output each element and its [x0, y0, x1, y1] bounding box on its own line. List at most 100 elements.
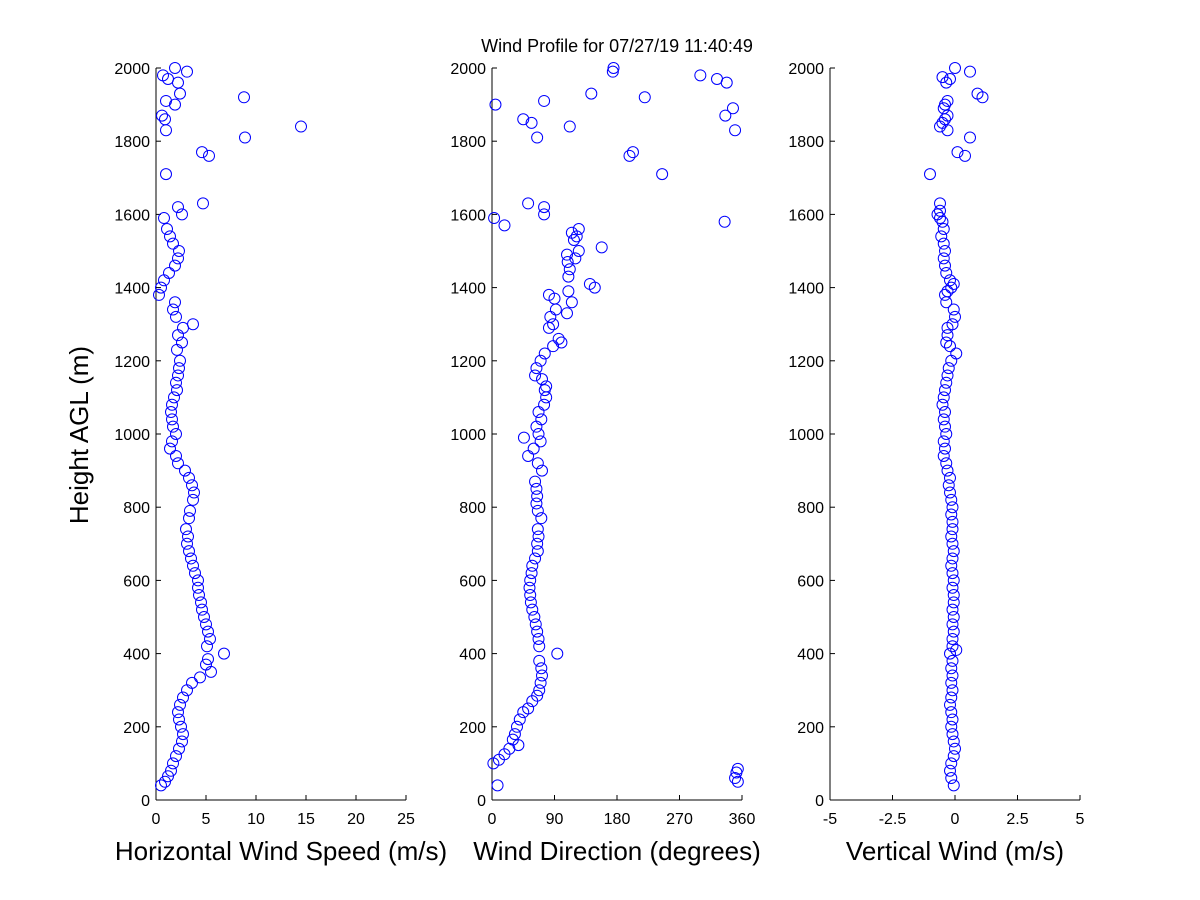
panel-2: 0 200 400 600 800 1000 1200 1400 1600 1800 2000 0 90…	[450, 61, 760, 866]
data-point	[946, 567, 959, 580]
data-point	[595, 241, 608, 254]
data-point	[169, 62, 181, 74]
y-tick-label: 800	[459, 500, 486, 517]
data-point	[944, 72, 956, 85]
data-point	[549, 303, 562, 316]
data-point	[525, 567, 538, 580]
data-point	[638, 91, 651, 104]
data-point	[533, 684, 546, 697]
data-point	[565, 226, 578, 239]
data-point	[534, 354, 547, 367]
data-point	[555, 336, 568, 349]
data-point	[931, 208, 944, 221]
data-point	[540, 391, 553, 404]
data-point	[172, 706, 184, 719]
data-point	[528, 611, 541, 623]
data-point	[204, 632, 216, 645]
data-point	[531, 537, 544, 550]
data-point	[491, 779, 504, 792]
data-point	[542, 288, 555, 301]
data-point	[567, 234, 580, 247]
data-point	[949, 310, 961, 323]
data-point	[181, 537, 193, 550]
y-tick-label: 400	[123, 647, 150, 664]
data-point	[155, 779, 167, 792]
data-point	[565, 296, 578, 309]
data-point	[939, 406, 951, 419]
data-point	[164, 442, 176, 455]
data-point	[924, 168, 936, 181]
data-point	[944, 486, 956, 499]
data-point	[945, 706, 958, 719]
y-tick-label: 1200	[114, 354, 150, 371]
y-tick-label: 1600	[450, 207, 486, 224]
y-tick-label: 800	[797, 500, 824, 517]
data-point	[711, 72, 723, 85]
data-point	[941, 329, 954, 342]
data-point	[155, 281, 167, 294]
data-point	[156, 109, 168, 122]
data-point	[563, 120, 576, 133]
data-point	[531, 504, 544, 517]
y-tick-label: 2000	[450, 61, 486, 78]
data-point	[529, 475, 542, 488]
data-point	[940, 266, 953, 279]
x-tick-label: 25	[397, 811, 415, 828]
data-point	[184, 504, 196, 517]
panel-3: 0 200 400 600 800 1000 1200 1400 1600 1800 2000 -5 -…	[788, 61, 1084, 866]
x-tick-label: 5	[1076, 811, 1085, 828]
y-tick-label: 2000	[114, 61, 150, 78]
data-point	[561, 248, 573, 261]
data-point	[193, 589, 205, 602]
y-tick-label: 0	[477, 793, 486, 810]
data-point	[170, 449, 182, 462]
data-point	[947, 545, 960, 558]
data-point	[531, 457, 544, 470]
data-point	[176, 735, 188, 748]
data-point	[527, 442, 540, 455]
data-point	[177, 691, 189, 704]
data-point	[944, 274, 956, 287]
data-point	[935, 230, 948, 243]
data-point	[946, 552, 959, 565]
data-point	[572, 245, 585, 257]
data-point	[167, 237, 179, 250]
y-tick-label: 800	[123, 500, 150, 517]
data-point	[945, 559, 958, 572]
data-point	[531, 131, 544, 144]
data-point	[950, 643, 963, 656]
data-point	[170, 428, 182, 440]
data-point	[153, 288, 165, 301]
data-point	[947, 596, 960, 609]
data-point	[945, 508, 958, 521]
data-point	[585, 87, 598, 100]
data-point	[187, 493, 199, 506]
data-point	[535, 413, 548, 426]
data-point	[524, 596, 537, 609]
data-point	[944, 647, 956, 660]
data-point	[489, 98, 502, 111]
y-tick-label: 400	[797, 647, 824, 664]
data-point	[166, 435, 178, 448]
data-point	[729, 772, 742, 785]
data-point	[159, 113, 171, 126]
data-point	[159, 775, 171, 788]
data-point	[171, 343, 183, 356]
data-point	[536, 373, 548, 386]
data-point	[950, 347, 963, 360]
data-point	[172, 76, 184, 89]
data-point	[946, 713, 959, 726]
data-point	[941, 94, 954, 107]
data-point	[570, 230, 583, 243]
data-point	[164, 230, 176, 243]
data-point	[163, 266, 175, 279]
data-point	[947, 735, 960, 748]
data-point	[937, 237, 950, 250]
data-point	[160, 94, 172, 107]
data-point	[295, 120, 307, 133]
data-point	[166, 398, 178, 411]
data-point	[531, 490, 544, 503]
y-tick-label: 1800	[788, 134, 824, 151]
data-point	[934, 204, 946, 217]
